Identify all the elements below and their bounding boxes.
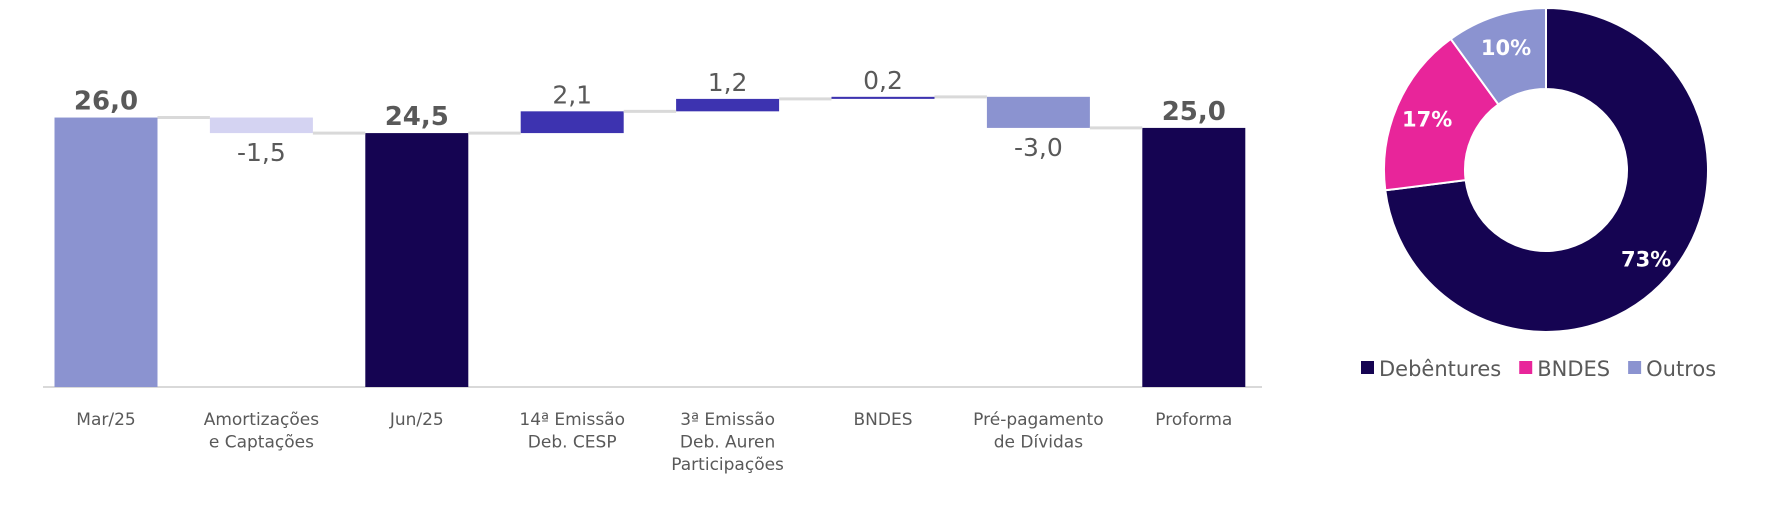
data-label-0: 26,0	[74, 87, 138, 117]
category-label-4-2: Participações	[671, 455, 784, 475]
slice-label-bndes: 17%	[1402, 108, 1452, 132]
waterfall-chart: 26,0 Mar/25 -1,5 Amortizações e Captações 24,…	[43, 66, 1262, 475]
legend-swatch-debêntures	[1361, 361, 1374, 374]
category-label-1-0: Amortizações	[204, 410, 320, 430]
donut-legend: Debêntures BNDES Outros	[1361, 357, 1716, 381]
legend-swatch-bndes	[1519, 361, 1533, 374]
bar-4	[676, 98, 780, 112]
slice-outros	[1449, 6, 1547, 106]
bar-3	[520, 111, 624, 134]
slice-debêntures	[1384, 6, 1709, 333]
data-label-5: 0,2	[863, 66, 903, 95]
bar-5	[831, 96, 935, 99]
bar-6	[986, 96, 1090, 128]
category-label-3-1: Deb. CESP	[528, 433, 617, 453]
data-label-2: 24,5	[385, 102, 449, 132]
category-label-7-0: Proforma	[1155, 410, 1232, 430]
data-label-3: 2,1	[552, 80, 592, 109]
data-label-1: -1,5	[237, 138, 286, 167]
legend-label-bndes: BNDES	[1537, 357, 1610, 381]
bar-7	[1142, 127, 1246, 387]
legend-label-debêntures: Debêntures	[1379, 357, 1501, 381]
category-label-2-0: Jun/25	[389, 410, 444, 430]
category-label-3-0: 14ª Emissão	[519, 410, 625, 430]
bar-0	[54, 117, 158, 387]
slice-label-outros: 10%	[1481, 36, 1531, 60]
category-label-0-0: Mar/25	[76, 410, 135, 430]
category-label-6-1: de Dívidas	[994, 433, 1083, 453]
slice-label-debêntures: 73%	[1621, 247, 1671, 271]
data-label-6: -3,0	[1014, 133, 1063, 162]
category-label-4-0: 3ª Emissão	[680, 410, 775, 430]
category-label-6-0: Pré-pagamento	[973, 410, 1103, 430]
data-label-4: 1,2	[708, 68, 748, 97]
bar-2	[365, 133, 469, 387]
legend-swatch-outros	[1628, 361, 1642, 374]
data-label-7: 25,0	[1162, 97, 1226, 127]
donut-chart: 73% 17% 10%	[1383, 6, 1709, 333]
slice-bndes	[1383, 37, 1500, 192]
category-label-1-1: e Captações	[209, 433, 314, 453]
legend-label-outros: Outros	[1646, 357, 1716, 381]
bar-1	[209, 117, 313, 134]
category-label-5-0: BNDES	[853, 410, 912, 430]
category-label-4-1: Deb. Auren	[680, 433, 775, 453]
